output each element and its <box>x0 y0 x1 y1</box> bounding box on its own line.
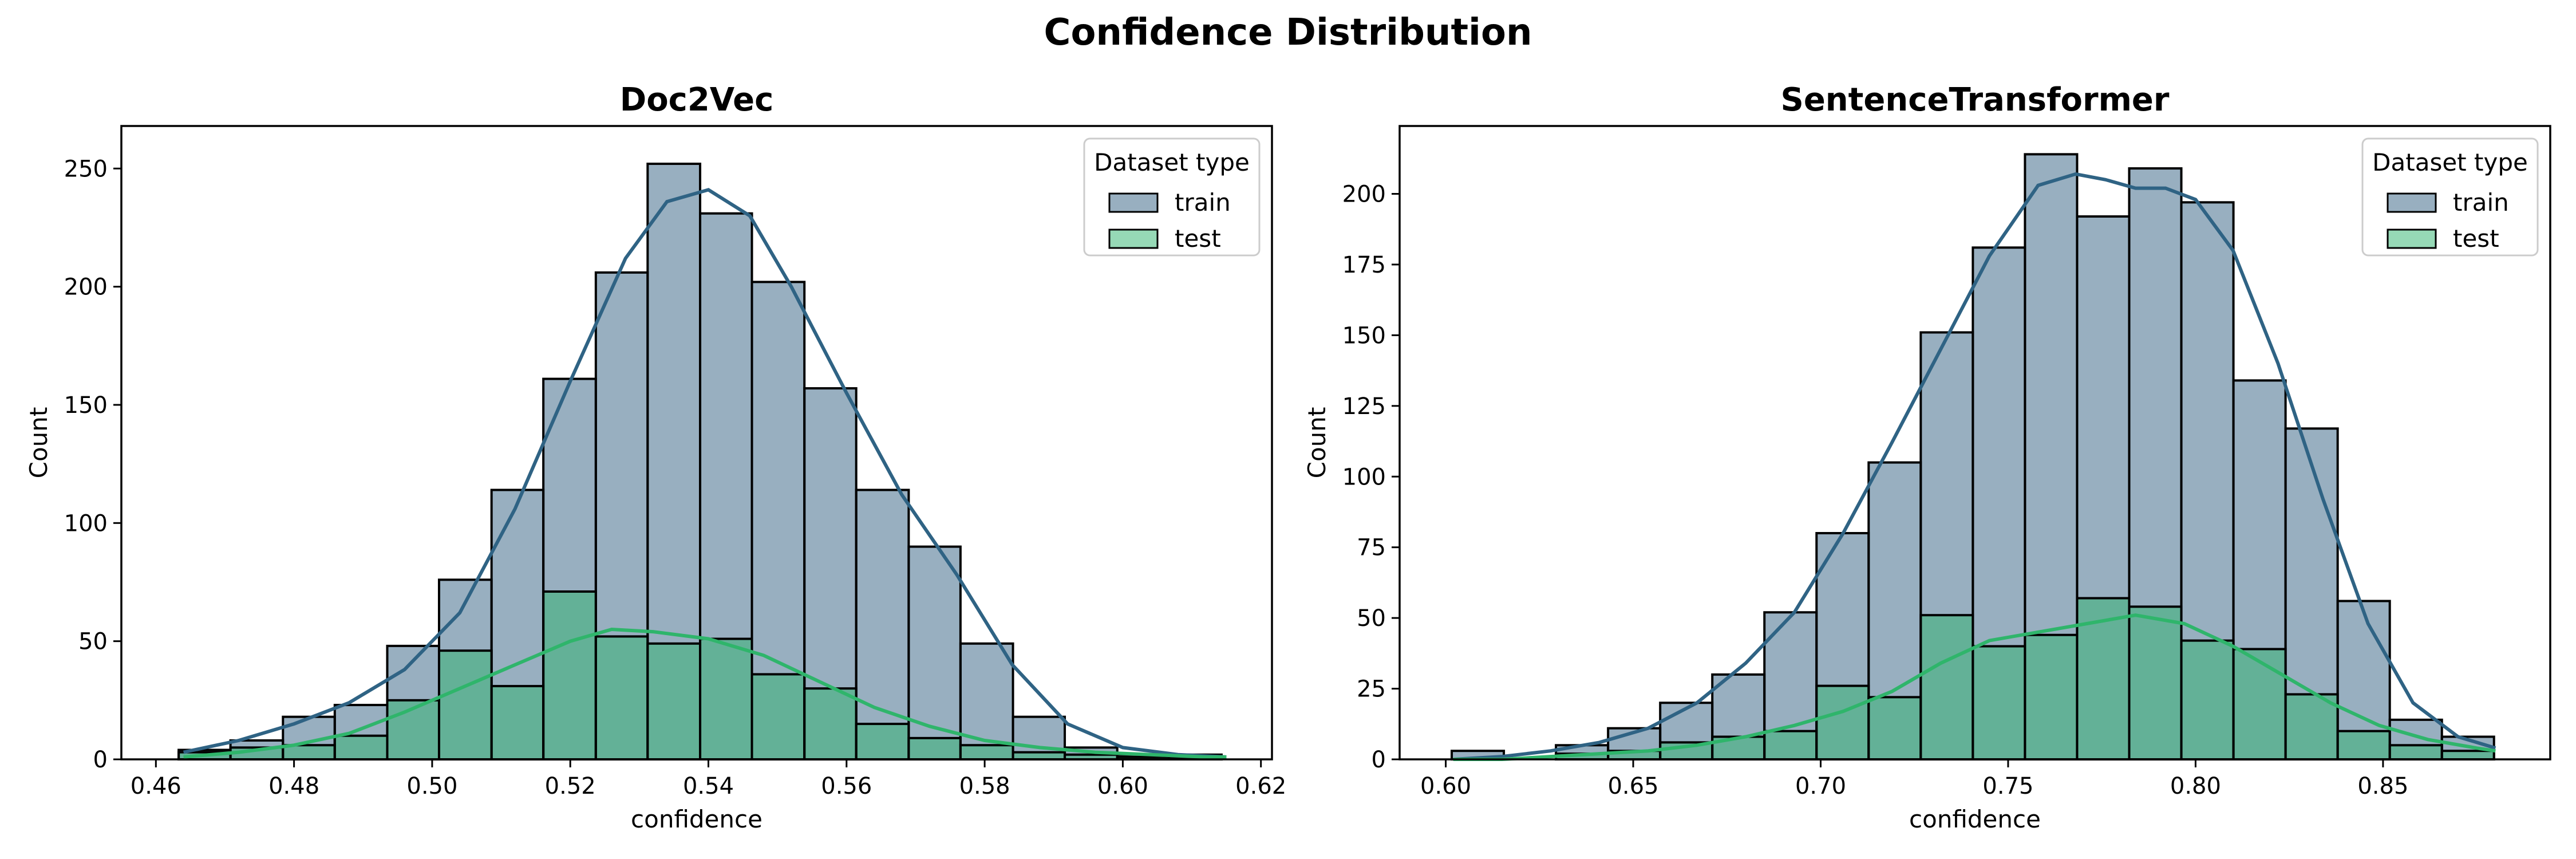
bar-test-7 <box>542 590 597 761</box>
bar-test-15 <box>2232 648 2287 761</box>
bar-test-9 <box>1919 614 1974 761</box>
x-tick-label: 0.50 <box>406 773 457 799</box>
y-tick-label: 200 <box>1342 182 1386 208</box>
x-tick-label: 0.52 <box>545 773 596 799</box>
x-tick-label: 0.80 <box>2170 773 2221 799</box>
y-tick-label: 50 <box>78 629 108 655</box>
bar-train-13 <box>855 488 910 761</box>
axes-frame <box>120 125 1273 761</box>
y-tick-label: 250 <box>64 156 108 182</box>
y-tick-label: 50 <box>1357 605 1386 632</box>
x-tick-label: 0.85 <box>2357 773 2408 799</box>
chart-doc2vec: Doc2Vec 0.46 0.48 0.50 0.52 0.54 0.56 0.58 0.60 0… <box>25 81 1286 833</box>
x-tick-label: 0.60 <box>1097 773 1148 799</box>
legend-swatch-test <box>1108 228 1159 249</box>
bar-test-19 <box>2440 750 2495 761</box>
kde-line-train <box>183 188 1227 759</box>
legend: Dataset type train test <box>2361 137 2539 257</box>
chart-sentencetransformer: SentenceTransformer 0.60 0.65 0.70 0.75 0.80 0… <box>1303 81 2551 833</box>
bar-test-9 <box>646 642 702 761</box>
legend-label-train: train <box>2453 188 2509 216</box>
x-tick-label: 0.56 <box>821 773 872 799</box>
bar-test-13 <box>855 723 910 761</box>
kde-line-test <box>183 627 1227 759</box>
bar-test-8 <box>594 635 649 761</box>
legend-swatch-test <box>2387 228 2437 249</box>
legend-swatch-train <box>1108 192 1159 213</box>
x-tick-label: 0.70 <box>1795 773 1846 799</box>
legend-title: Dataset type <box>2372 148 2528 176</box>
legend-box <box>2361 137 2539 257</box>
y-tick-label: 100 <box>1342 464 1386 490</box>
legend-box <box>1083 137 1261 257</box>
bar-test-15 <box>959 744 1014 761</box>
bar-test-5 <box>437 649 493 761</box>
legend-swatch-train <box>2387 192 2437 213</box>
y-tick-label: 0 <box>93 747 108 773</box>
x-tick-label: 0.54 <box>683 773 734 799</box>
bar-test-10 <box>1971 645 2026 761</box>
legend-title: Dataset type <box>1094 148 1250 176</box>
bar-test-11 <box>2024 633 2079 761</box>
x-tick-label: 0.46 <box>131 773 181 799</box>
bar-test-10 <box>699 637 753 761</box>
x-tick-label: 0.75 <box>1982 773 2033 799</box>
x-tick-label: 0.48 <box>268 773 319 799</box>
y-axis-label: Count <box>25 407 53 479</box>
x-tick-label: 0.60 <box>1420 773 1471 799</box>
bar-test-12 <box>803 687 858 761</box>
x-tick-label: 0.62 <box>1235 773 1286 799</box>
figure-title: Confidence Distribution <box>1044 11 1532 54</box>
x-tick-label: 0.65 <box>1607 773 1658 799</box>
bar-test-8 <box>1867 696 1922 761</box>
bar-test-18 <box>2388 744 2443 761</box>
legend-label-test: test <box>2453 224 2499 253</box>
bar-test-14 <box>907 736 962 761</box>
y-tick-label: 150 <box>64 392 108 419</box>
y-tick-label: 0 <box>1372 747 1386 773</box>
bar-test-17 <box>2336 730 2391 761</box>
subplot-title: SentenceTransformer <box>1780 81 2169 119</box>
y-tick-label: 150 <box>1342 322 1386 349</box>
kde-line-train <box>1453 172 2496 761</box>
bar-test-6 <box>1763 730 1818 761</box>
x-axis-label: confidence <box>1909 805 2041 833</box>
y-tick-label: 100 <box>64 510 108 537</box>
bar-test-11 <box>750 673 806 761</box>
bar-test-3 <box>333 734 389 761</box>
bar-test-7 <box>1815 684 1870 761</box>
y-tick-label: 200 <box>64 274 108 301</box>
axes-frame <box>1398 125 2551 761</box>
series-test-bars <box>1555 597 2495 761</box>
bar-test-13 <box>2128 605 2183 761</box>
legend: Dataset type train test <box>1083 137 1261 257</box>
y-tick-label: 175 <box>1342 252 1386 278</box>
legend-label-test: test <box>1175 224 1221 253</box>
bar-test-14 <box>2180 639 2235 761</box>
bar-test-16 <box>2284 693 2339 761</box>
x-axis-label: confidence <box>631 805 762 833</box>
y-tick-label: 75 <box>1357 535 1386 561</box>
x-tick-label: 0.58 <box>959 773 1010 799</box>
bar-test-16 <box>1012 751 1066 761</box>
bar-test-6 <box>490 685 545 761</box>
subplot-title: Doc2Vec <box>620 81 774 119</box>
kde-line-test <box>1453 613 2496 761</box>
legend-label-train: train <box>1175 188 1231 216</box>
y-tick-label: 125 <box>1342 393 1386 420</box>
y-axis-label: Count <box>1303 407 1331 479</box>
y-tick-label: 25 <box>1357 676 1386 703</box>
